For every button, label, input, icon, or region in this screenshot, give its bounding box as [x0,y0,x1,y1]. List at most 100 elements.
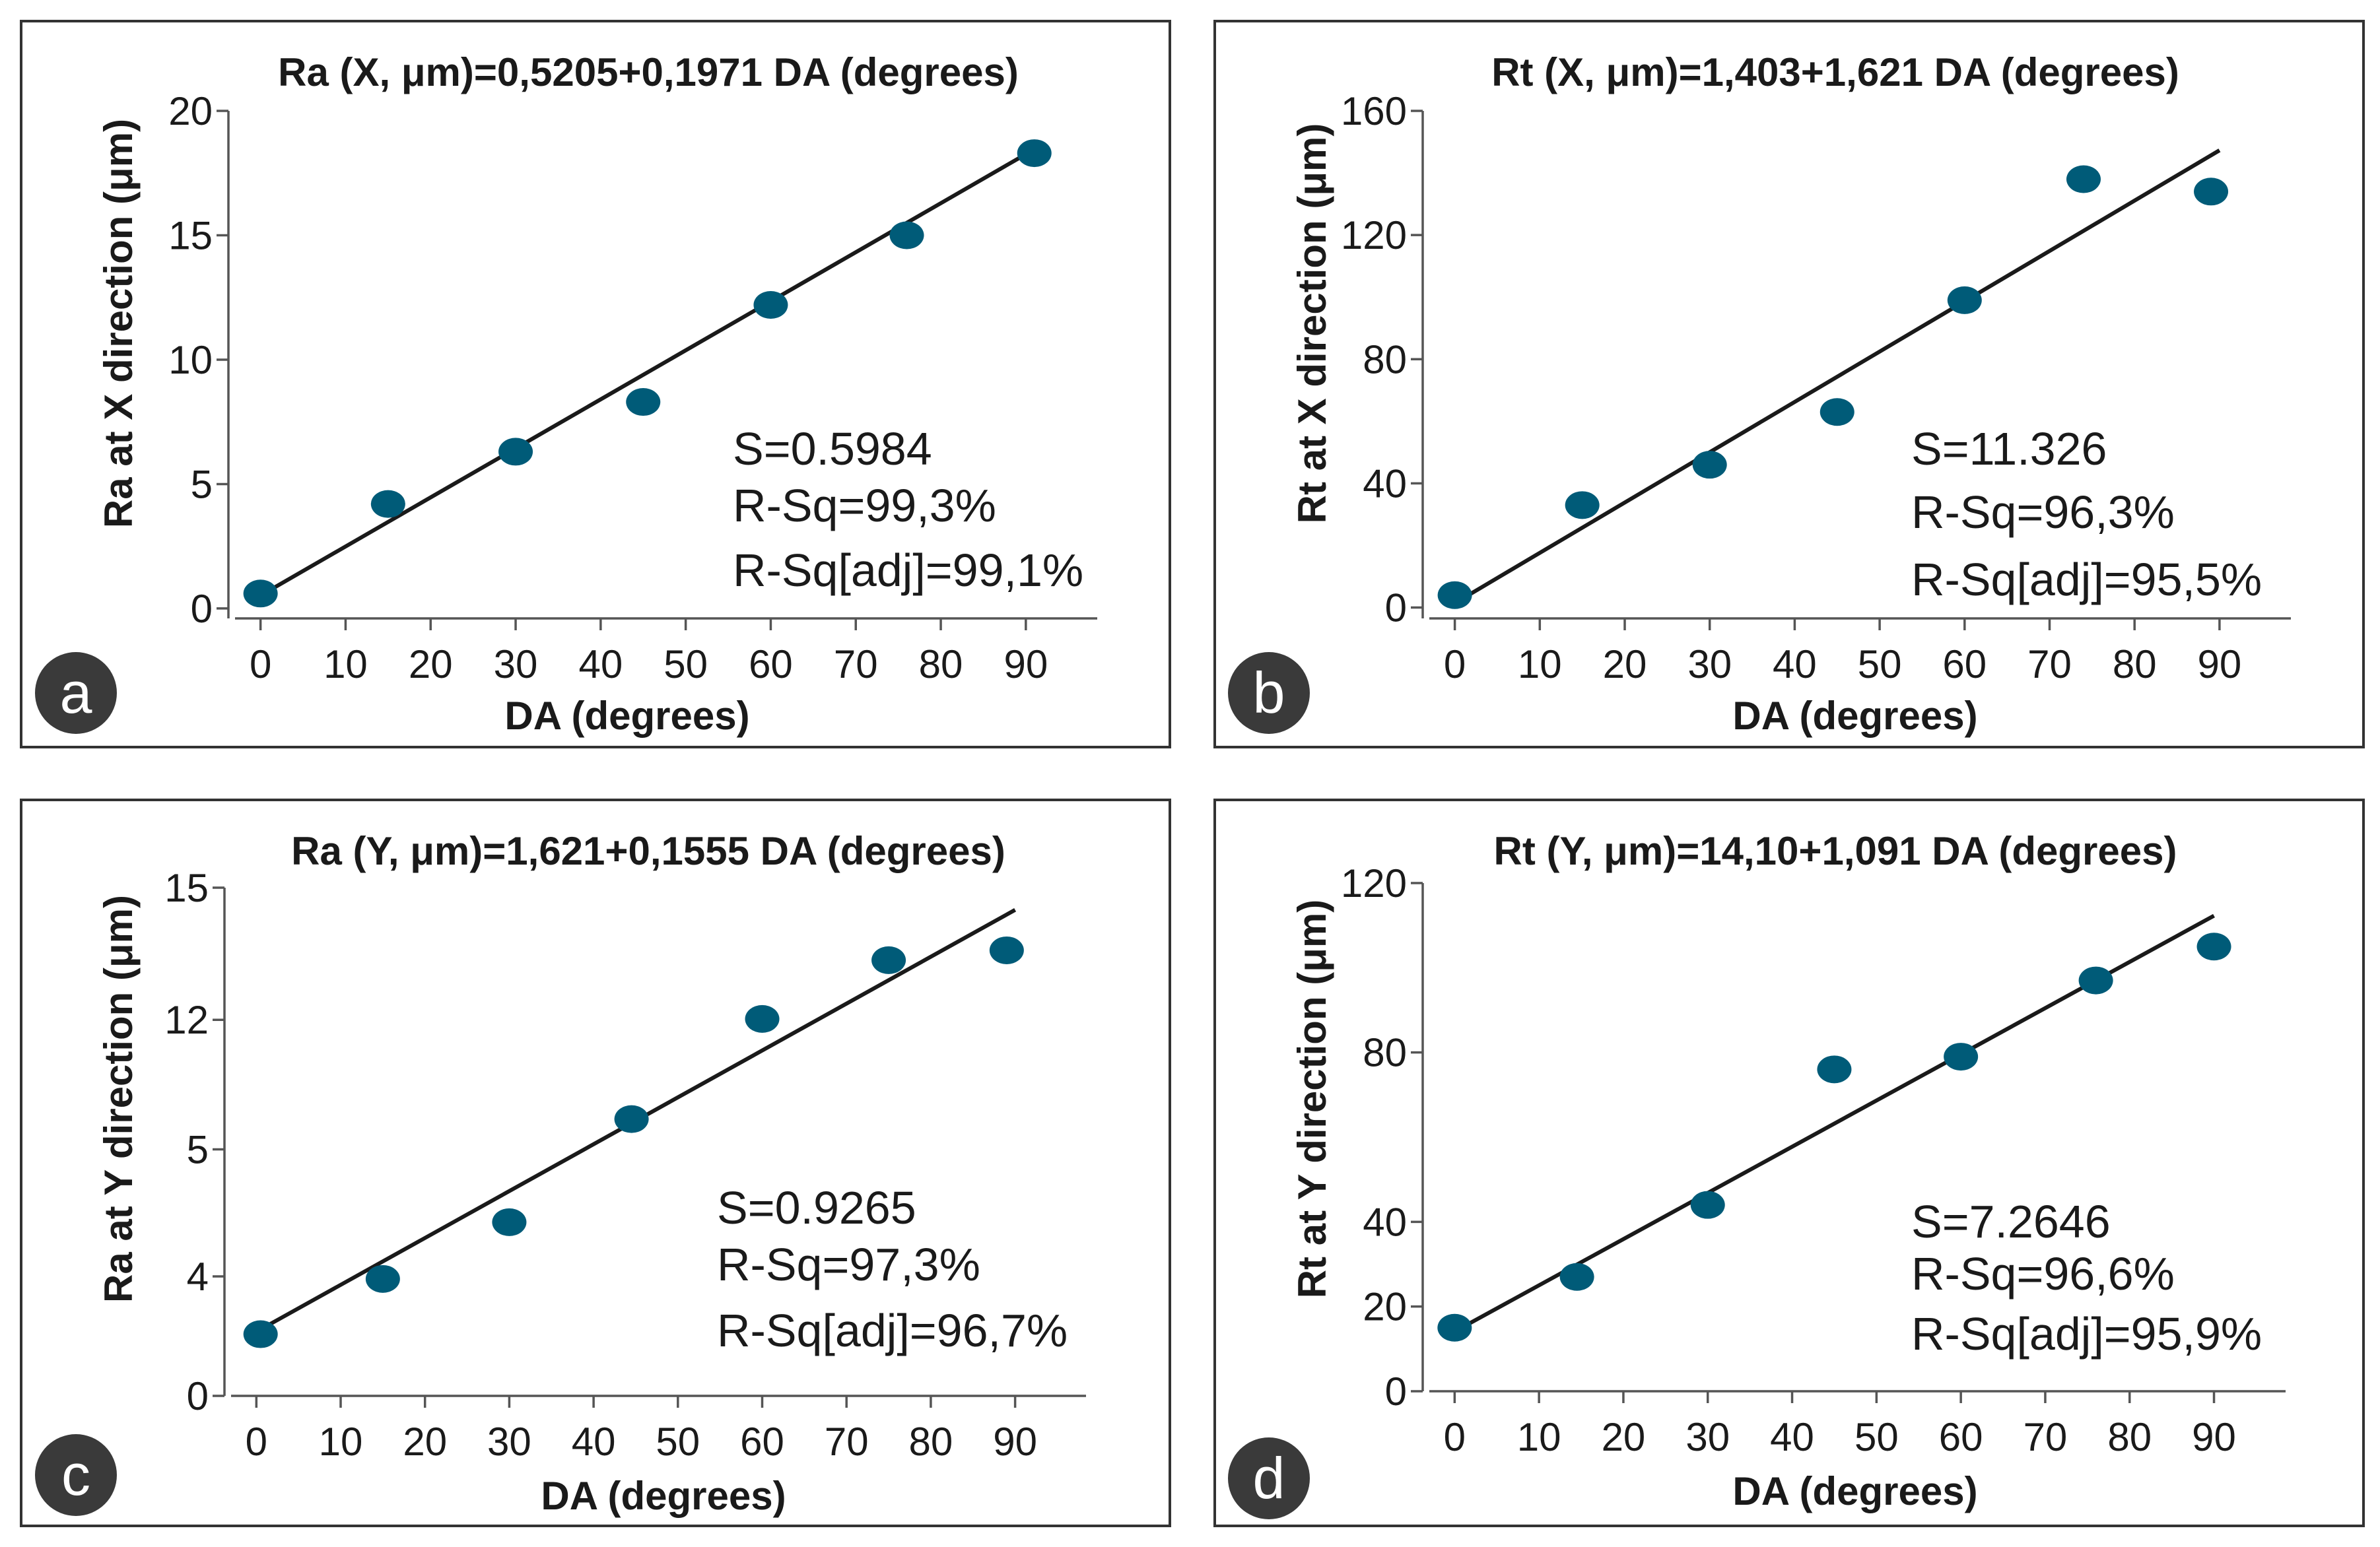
panel-c-title: Ra (Y, μm)=1,621+0,1555 DA (degrees) [291,829,1005,873]
data-point [1944,1043,1979,1071]
panel-d-y-ticks: 0 20 40 80 120 [1341,861,1423,1414]
panel-d-badge [1228,1437,1310,1519]
panel-b: Rt (X, μm)=1,403+1,621 DA (degrees) Rt a… [1213,20,2365,748]
data-point [498,438,533,466]
panel-c-stat-rsq: R-Sq=97,3% [717,1239,980,1290]
x-tick-label: 40 [578,642,623,686]
data-point [2196,933,2231,961]
y-tick-label: 10 [168,338,213,382]
data-point [1947,286,1982,314]
x-tick-label: 30 [494,642,538,686]
x-tick-label: 50 [663,642,708,686]
panel-c-letter: c [61,1442,90,1507]
data-point [2078,966,2113,995]
y-tick-label: 0 [1385,1369,1407,1414]
y-tick-label: 40 [1363,1200,1407,1244]
x-tick-label: 80 [919,642,963,686]
panel-d-stat-s: S=7.2646 [1911,1196,2111,1247]
panel-b-x-ticks: 0 10 20 30 40 50 60 70 80 90 [1444,618,2241,686]
panel-d: Rt (Y, μm)=14,10+1,091 DA (degrees) Rt a… [1213,799,2365,1527]
x-tick-label: 10 [1517,1415,1561,1459]
data-point [1690,1191,1725,1219]
x-tick-label: 80 [2107,1415,2152,1459]
panel-a-letter: a [60,660,92,725]
y-tick-label: 80 [1363,337,1407,381]
panel-b-frame [1213,20,2365,748]
y-tick-label: 12 [164,998,209,1042]
data-point [365,1265,400,1293]
x-tick-label: 20 [1603,642,1647,686]
panel-d-points [1437,933,2231,1342]
panel-b-title: Rt (X, μm)=1,403+1,621 DA (degrees) [1491,50,2179,94]
panel-c-frame [20,799,1171,1527]
x-tick-label: 80 [2113,642,2157,686]
panel-b-points [1437,165,2229,609]
panel-a-x-ticks: 0 10 20 30 40 50 60 70 80 90 [250,618,1048,686]
x-tick-label: 10 [319,1420,363,1464]
data-point [1565,491,1600,519]
x-tick-label: 0 [1444,1415,1466,1459]
panel-d-ylabel: Rt at Y direction (μm) [1290,900,1334,1299]
x-tick-label: 50 [656,1420,700,1464]
y-tick-label: 5 [187,1128,209,1172]
x-tick-label: 60 [749,642,793,686]
panel-c-ylabel: Ra at Y direction (μm) [96,895,141,1303]
x-tick-label: 20 [1602,1415,1646,1459]
data-point [1017,139,1052,168]
y-tick-label: 120 [1341,213,1407,257]
x-tick-label: 60 [1942,642,1987,686]
data-point [2194,178,2229,206]
y-tick-label: 0 [191,587,213,631]
panel-a-title: Ra (X, μm)=0,5205+0,1971 DA (degrees) [278,50,1019,94]
x-tick-label: 10 [323,642,368,686]
data-point [1559,1263,1594,1291]
y-tick-label: 5 [191,462,213,506]
panel-b-y-ticks: 0 40 80 120 160 [1341,89,1423,630]
data-point [614,1105,649,1133]
data-point [1692,451,1727,479]
x-tick-label: 20 [403,1420,447,1464]
panel-b-stat-rsq: R-Sq=96,3% [1911,486,2175,538]
panel-a-badge [35,652,117,734]
panel-b-stat-rsq-adj: R-Sq[adj]=95,5% [1911,554,2262,605]
y-tick-label: 0 [1385,586,1407,630]
x-tick-label: 30 [1685,1415,1730,1459]
data-point [243,579,278,608]
panel-c-points [243,936,1024,1348]
y-tick-label: 0 [187,1374,209,1418]
panel-a-stat-rsq: R-Sq=99,3% [733,480,996,531]
panel-a-ylabel: Ra at X direction (μm) [96,119,141,528]
y-tick-label: 40 [1363,461,1407,506]
data-point [1819,398,1854,426]
fit-line [1454,148,2221,605]
x-tick-label: 70 [2027,642,2072,686]
y-tick-label: 80 [1363,1031,1407,1075]
panel-b-badge [1228,652,1310,734]
data-point [370,490,405,518]
panel-a-y-ticks: 0 5 10 15 20 [168,89,228,631]
panel-c: Ra (Y, μm)=1,621+0,1555 DA (degrees) Ra … [20,799,1171,1527]
x-tick-label: 80 [909,1420,953,1464]
panel-c-x-ticks: 0 10 20 30 40 50 60 70 80 90 [246,1396,1037,1464]
data-point [1437,1313,1472,1342]
panel-b-letter: b [1253,660,1285,725]
panel-c-badge [35,1434,117,1516]
panel-a-points [243,139,1052,608]
x-tick-label: 90 [1003,642,1048,686]
data-point [989,936,1024,964]
x-tick-label: 0 [246,1420,267,1464]
panel-c-xlabel: DA (degrees) [541,1474,786,1518]
x-tick-label: 70 [825,1420,869,1464]
x-tick-label: 50 [1858,642,1902,686]
x-tick-label: 40 [1773,642,1817,686]
y-tick-label: 4 [187,1255,209,1299]
data-point [2066,165,2101,193]
x-tick-label: 90 [2198,642,2242,686]
x-tick-label: 40 [572,1420,616,1464]
panel-c-y-ticks: 0 4 5 12 15 [164,866,224,1418]
y-tick-label: 15 [164,866,209,910]
x-tick-label: 90 [2192,1415,2236,1459]
y-tick-label: 120 [1341,861,1407,905]
data-point [492,1208,527,1236]
x-tick-label: 30 [487,1420,531,1464]
